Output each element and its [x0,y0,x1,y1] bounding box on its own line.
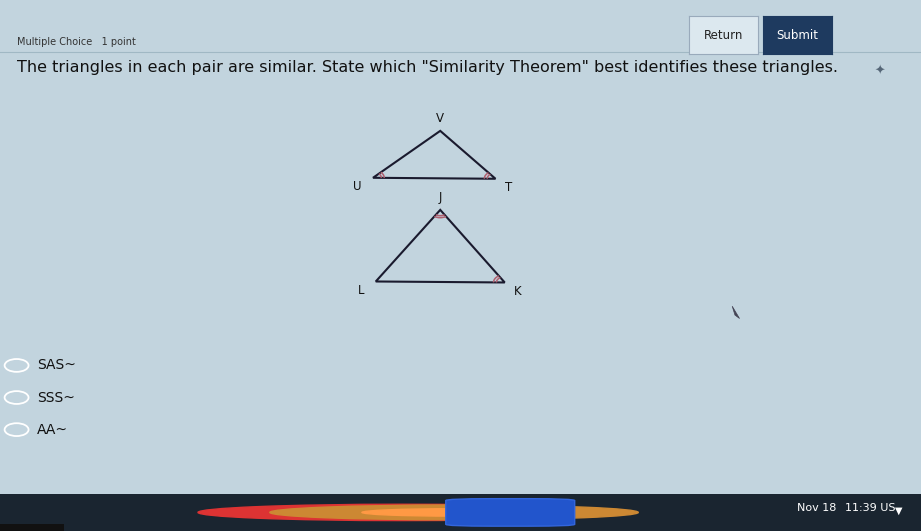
Text: Nov 18: Nov 18 [797,503,836,513]
Circle shape [281,508,520,517]
FancyBboxPatch shape [446,499,575,526]
Text: Multiple Choice   1 point: Multiple Choice 1 point [17,37,135,47]
Text: K: K [514,285,521,298]
Text: V: V [437,112,444,125]
Text: J: J [438,191,442,204]
Text: Return: Return [704,29,743,41]
Text: ▼: ▼ [895,506,903,516]
Text: The triangles in each pair are similar. State which "Similarity Theorem" best id: The triangles in each pair are similar. … [17,60,837,75]
Text: U: U [354,180,362,193]
Text: T: T [505,181,512,194]
Text: 11:39 US: 11:39 US [845,503,896,513]
Text: SAS~: SAS~ [37,358,76,372]
Text: Submit: Submit [776,29,818,41]
Text: SSS~: SSS~ [37,390,75,405]
Polygon shape [732,306,740,319]
Text: ✦: ✦ [874,64,885,77]
Circle shape [362,509,546,516]
Text: AA~: AA~ [37,423,68,436]
Circle shape [270,505,638,520]
Text: L: L [358,284,365,297]
Circle shape [198,504,603,520]
